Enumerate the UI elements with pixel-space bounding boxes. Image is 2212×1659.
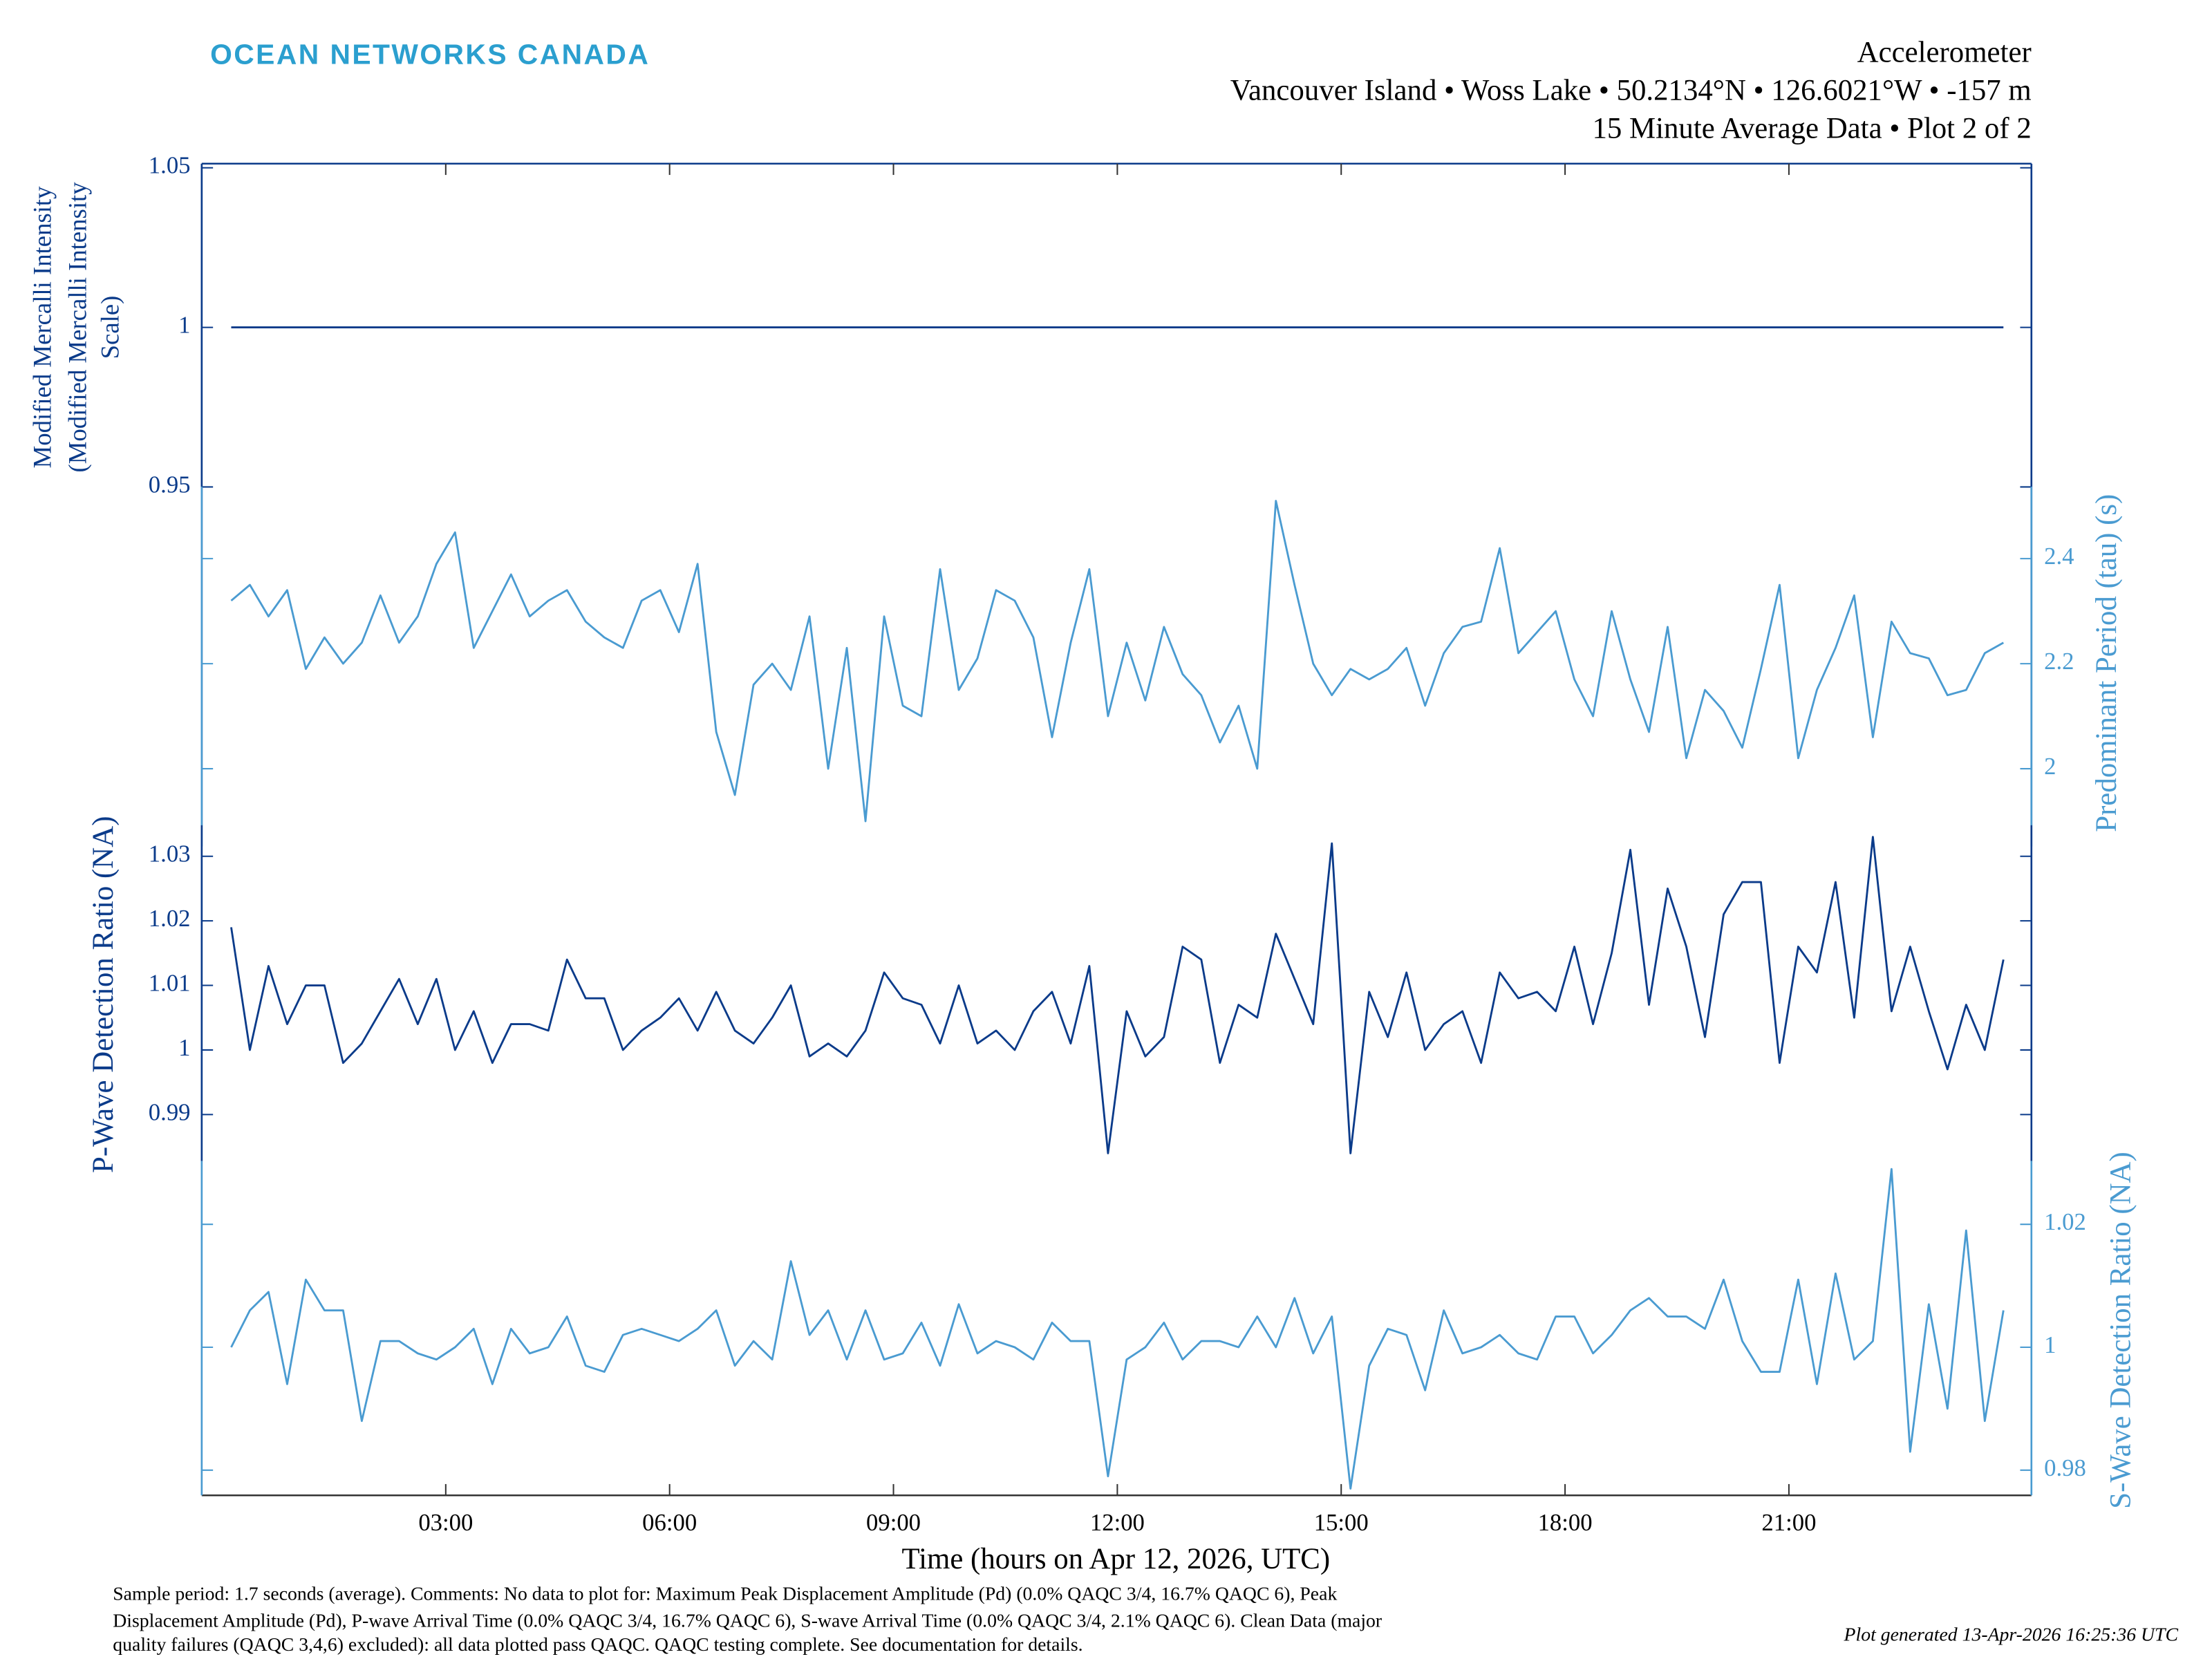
footnote: Displacement Amplitude (Pd), P-wave Arri…: [113, 1610, 1382, 1631]
x-tick-label: 15:00: [1314, 1509, 1369, 1536]
chart-title: Accelerometer: [1857, 36, 2032, 68]
data-line: [230, 500, 2004, 823]
y-tick-label: 0.99: [149, 1098, 191, 1125]
y-tick-label: 2: [2044, 753, 2056, 780]
y-tick-label: 1.02: [2044, 1208, 2086, 1235]
x-tick-label: 12:00: [1090, 1509, 1145, 1536]
x-tick-label: 18:00: [1538, 1509, 1593, 1536]
footnote: quality failures (QAQC 3,4,6) excluded):…: [113, 1634, 1082, 1656]
y-tick-label: 0.98: [2044, 1454, 2086, 1481]
y-tick-label: 1.01: [149, 969, 191, 996]
x-tick-label: 06:00: [642, 1509, 697, 1536]
data-line: [230, 1168, 2005, 1490]
y-tick-label: 1: [178, 312, 190, 339]
chart-subtitle: Vancouver Island • Woss Lake • 50.2134°N…: [1230, 75, 2032, 107]
y-axis-label: P-Wave Detection Ratio (NA): [87, 816, 120, 1173]
y-tick-label: 2.2: [2044, 648, 2074, 675]
y-tick-label: 1.05: [149, 152, 191, 179]
logo: OCEAN NETWORKS CANADA: [210, 38, 650, 70]
y-tick-label: 2.4: [2044, 543, 2074, 570]
y-axis-label: Scale): [96, 296, 124, 359]
data-line: [230, 836, 2005, 1154]
chart-subtitle: 15 Minute Average Data • Plot 2 of 2: [1592, 113, 2031, 145]
y-tick-label: 1: [178, 1034, 190, 1061]
y-axis-label: Predominant Period (tau) (s): [2090, 494, 2123, 832]
y-tick-label: 0.95: [149, 471, 191, 498]
y-tick-label: 1.03: [149, 841, 191, 868]
y-axis-label: S-Wave Detection Ratio (NA): [2104, 1152, 2137, 1508]
x-tick-label: 09:00: [866, 1509, 921, 1536]
y-tick-label: 1.02: [149, 905, 191, 932]
x-tick-label: 21:00: [1761, 1509, 1816, 1536]
generated-note: Plot generated 13-Apr-2026 16:25:36 UTC: [1844, 1624, 2179, 1646]
x-axis-label: Time (hours on Apr 12, 2026, UTC): [901, 1543, 1330, 1575]
y-axis-label: (Modified Mercalli Intensity: [64, 182, 92, 473]
x-tick-label: 03:00: [418, 1509, 473, 1536]
y-axis-label: Modified Mercalli Intensity: [28, 186, 57, 469]
y-tick-label: 1: [2044, 1331, 2056, 1358]
footnote: Sample period: 1.7 seconds (average). Co…: [113, 1584, 1337, 1605]
